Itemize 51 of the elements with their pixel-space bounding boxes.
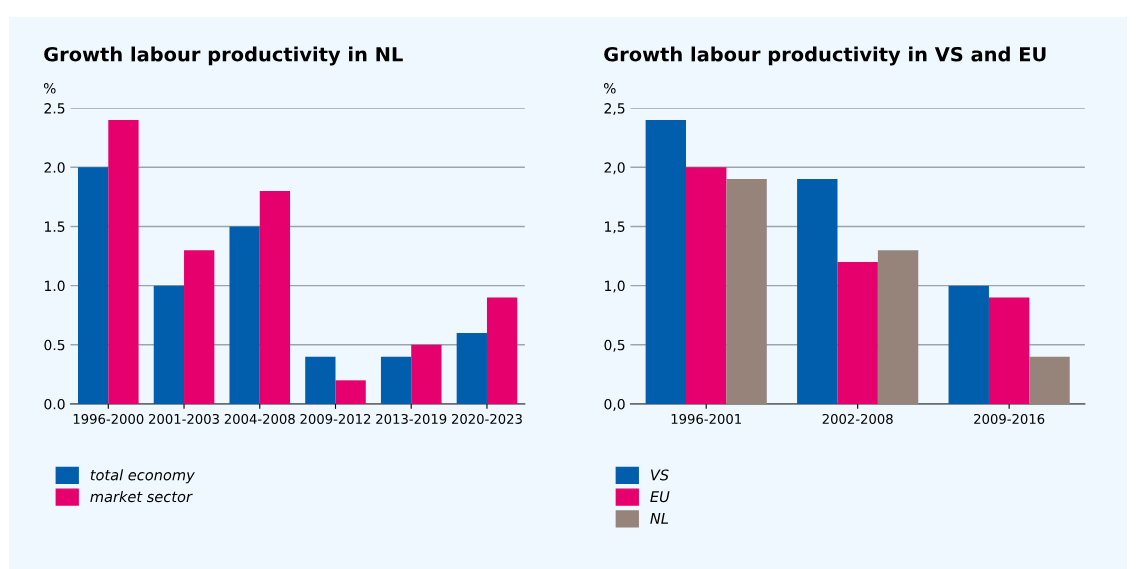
x-tick-label: 2009-2016	[974, 413, 1045, 424]
x-tick-label: 1996-2000	[73, 413, 144, 424]
y-tick-label: 0,0	[604, 398, 625, 411]
bar	[797, 179, 838, 404]
x-tick-label: 1996-2001	[671, 413, 741, 424]
bar	[229, 226, 260, 404]
bar	[108, 119, 139, 404]
bar	[259, 190, 291, 404]
x-tick-label: 2002-2008	[822, 413, 893, 424]
y-tick-label: 0.0	[44, 398, 65, 410]
legend-label: EU	[650, 491, 670, 503]
y-tick-label: 0.5	[44, 339, 65, 351]
legend-label: market sector	[90, 490, 193, 503]
y-tick-label: 2,5	[604, 103, 625, 115]
y-axis-title: %	[603, 83, 616, 94]
y-tick-label: 2.0	[44, 162, 65, 173]
y-tick-label: 2.5	[44, 103, 65, 114]
y-tick-label: 1,0	[605, 280, 625, 293]
bar	[380, 356, 412, 404]
bar	[486, 297, 518, 404]
bar	[645, 119, 687, 404]
bar	[988, 297, 1030, 404]
legend-label: VS	[651, 469, 669, 481]
bar	[726, 179, 767, 404]
bar	[456, 332, 487, 404]
bar	[877, 250, 919, 404]
bar	[335, 380, 366, 404]
y-tick-label: 2,0	[604, 162, 625, 175]
bar	[1029, 356, 1070, 404]
x-tick-label: 2004-2008	[224, 413, 295, 424]
x-tick-label: 2001-2003	[149, 413, 219, 424]
bar	[184, 250, 215, 404]
x-tick-label: 2013-2019	[376, 413, 447, 424]
bar	[153, 285, 185, 404]
x-tick-label: 2020-2023	[451, 413, 522, 424]
bar	[78, 167, 109, 404]
y-tick-label: 1,5	[605, 221, 625, 234]
bar	[411, 344, 442, 404]
legend-label: total economy	[90, 469, 195, 484]
bar	[305, 356, 336, 404]
y-tick-label: 0,5	[604, 339, 625, 352]
legend-label: NL	[650, 513, 669, 524]
bar	[948, 285, 989, 404]
y-axis-title: %	[43, 83, 56, 94]
y-tick-label: 1.0	[45, 280, 65, 292]
chart-title: Growth labour productivity in VS and EU	[604, 46, 1046, 66]
chart-title: Growth labour productivity in NL	[44, 46, 403, 66]
y-tick-label: 1.5	[45, 221, 65, 232]
bar	[837, 261, 878, 404]
x-tick-label: 2009-2012	[300, 413, 371, 424]
bar	[686, 167, 727, 404]
